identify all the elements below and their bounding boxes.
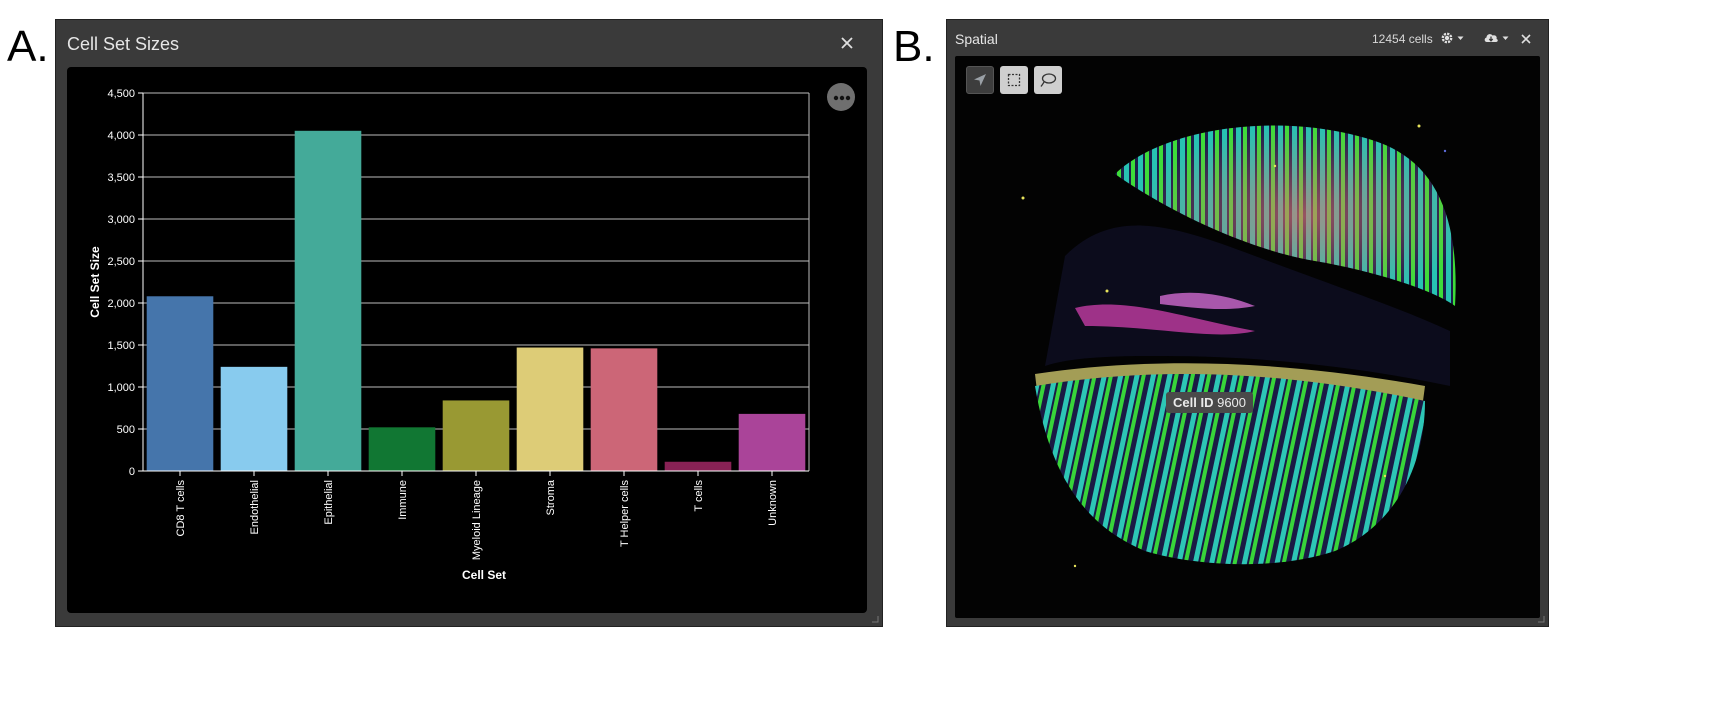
y-tick-label: 1,500 [107,340,135,352]
x-tick-label: Endothelial [249,480,261,534]
x-tick-label: T Helper cells [619,480,631,548]
chart-container: 0 500 1,000 1,500 2,000 2,500 3,000 3,500 4,000 4… [67,67,867,613]
close-button[interactable] [1520,32,1532,50]
y-tick-label: 500 [117,424,135,436]
chart-options-button[interactable] [827,83,855,111]
y-tick-label: 0 [129,466,135,478]
rectangle-select-button[interactable] [1000,66,1028,94]
resize-handle[interactable] [869,613,879,623]
x-tick-label: Unknown [767,480,779,526]
x-tick-label: Myeloid Lineage [471,480,483,560]
cloud-download-icon [1484,34,1498,42]
window-title: Spatial [955,31,998,47]
navigation-arrow-icon [974,74,986,86]
x-tick-label: Immune [397,480,409,520]
gear-icon [1441,32,1453,44]
tissue-image [1021,124,1456,568]
bar [664,461,732,471]
panel-b-letter: B. [893,22,935,71]
y-tick-label: 4,500 [107,88,135,100]
y-tick-label: 3,000 [107,214,135,226]
chevron-down-icon [1502,36,1509,40]
bar [590,348,658,471]
close-icon [1521,34,1531,44]
rectangle-select-icon [1007,73,1021,87]
x-tick-label: CD8 T cells [175,480,187,537]
x-tick-label: Stroma [545,479,557,515]
pointer-tool-button[interactable] [966,66,994,94]
bar [220,366,288,471]
close-icon [841,37,853,49]
y-tick-label: 1,000 [107,382,135,394]
y-tick-label: 3,500 [107,172,135,184]
spatial-window: Spatial 12454 cells [946,19,1549,627]
tooltip-label: Cell ID [1173,395,1214,410]
lasso-select-button[interactable] [1034,66,1062,94]
y-tick-label: 2,000 [107,298,135,310]
y-axis-label: Cell Set Size [88,246,102,318]
close-button[interactable] [839,35,855,56]
tooltip-value: 9600 [1217,395,1247,410]
bar-chart: 0 500 1,000 1,500 2,000 2,500 3,000 3,500 4,000 4… [88,88,810,582]
bar [738,413,806,471]
bar [146,296,214,471]
cell-set-sizes-window: Cell Set Sizes 0 500 1,000 1,500 2,000 2,500 3… [55,19,883,627]
window-title: Cell Set Sizes [67,34,180,54]
more-options-icon [833,95,851,101]
lasso-icon [1040,73,1057,87]
download-dropdown[interactable] [1483,31,1509,45]
settings-dropdown[interactable] [1440,31,1464,45]
cell-count: 12454 cells [1372,32,1433,46]
y-tick-label: 4,000 [107,130,135,142]
chevron-down-icon [1457,36,1464,40]
bar [294,130,362,472]
panel-a-letter: A. [7,22,49,71]
bar [368,427,436,471]
x-tick-label: Epithelial [323,480,335,525]
cell-tooltip: Cell ID 9600 [1166,392,1254,413]
spatial-view[interactable]: Cell ID 9600 [955,56,1540,618]
bar [442,400,510,471]
x-tick-label: T cells [693,480,705,512]
resize-handle[interactable] [1535,613,1545,623]
y-tick-label: 2,500 [107,256,135,268]
x-axis-label: Cell Set [462,568,506,582]
bar [516,347,584,471]
